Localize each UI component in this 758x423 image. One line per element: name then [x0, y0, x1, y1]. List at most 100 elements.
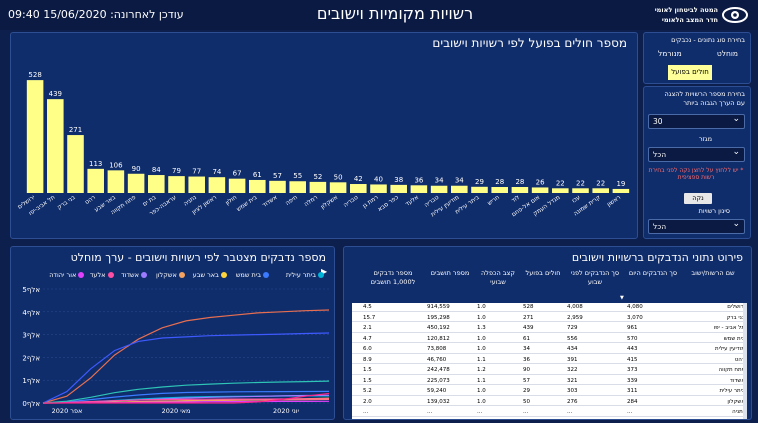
table-row[interactable]: פתח תקווה 373 322 90 1.2 242,478 1.5 — [352, 366, 747, 375]
table-cell: 50 — [523, 398, 530, 405]
y-tick-label: 3אלף — [22, 332, 40, 340]
legend-item[interactable]: בית שמש — [236, 271, 269, 279]
series-line[interactable] — [42, 309, 330, 404]
option-absolute[interactable]: מוחלט — [716, 49, 738, 58]
bar[interactable] — [168, 176, 185, 193]
bar[interactable] — [451, 185, 468, 193]
series-line[interactable] — [42, 380, 330, 404]
col-header-today[interactable]: סך הנדבקים היום — [628, 269, 678, 277]
legend-label: בית שמש — [235, 271, 261, 279]
table-cell: 556 — [567, 335, 578, 342]
bar-value-label: 55 — [293, 172, 302, 180]
col-header-week[interactable]: סך הנדבקים לפני שבוע — [570, 269, 620, 286]
count-dropdown[interactable]: 30 ⌄ — [648, 114, 745, 129]
table-row[interactable]: רהט 415 391 36 1.1 46,760 8.9 — [352, 356, 747, 365]
table-cell: 1.1 — [477, 356, 486, 363]
table-cell: 36 — [523, 356, 530, 363]
series-line[interactable] — [42, 332, 330, 404]
legend-item[interactable]: באר שבע — [193, 271, 227, 279]
option-normalized[interactable]: מנורמל — [658, 49, 682, 58]
bar-value-label: 57 — [273, 172, 282, 180]
legend-item[interactable]: ביתר עילית — [286, 271, 324, 279]
chevron-down-icon: ⌄ — [732, 147, 740, 157]
col-header-per1000[interactable]: מספר נדבקים ל1,000 תושבים — [370, 269, 416, 286]
table-row[interactable]: נתניה.................. — [352, 408, 747, 417]
table-cell: 415 — [627, 356, 638, 363]
bar[interactable] — [350, 184, 367, 193]
series-line[interactable] — [43, 392, 330, 404]
bar[interactable] — [228, 178, 246, 193]
bar[interactable] — [491, 187, 508, 193]
authority-dropdown[interactable]: הכל ⌄ — [648, 219, 745, 234]
bar[interactable] — [87, 168, 104, 193]
bar[interactable] — [531, 187, 549, 193]
legend-dot-icon — [318, 272, 324, 278]
table-row[interactable]: אשקלון 284 276 50 1.0 139,032 2.0 — [352, 398, 747, 407]
bar[interactable] — [67, 135, 84, 193]
table-cell: 34 — [523, 346, 530, 352]
table-scrollbar[interactable] — [743, 303, 747, 419]
table-row[interactable]: בני ברק 3,070 2,959 271 1.0 195,298 15.7 — [352, 314, 747, 323]
bar[interactable] — [572, 188, 589, 193]
bar[interactable] — [511, 187, 529, 193]
col-header-active[interactable]: חולים בפועל — [525, 269, 561, 277]
option-active-patients[interactable]: חולים בפועל — [668, 65, 712, 80]
y-tick-label: 5אלף — [22, 286, 40, 294]
bar[interactable] — [370, 184, 387, 193]
col-header-name[interactable]: שם הרשות/ישוב — [691, 269, 735, 277]
bar[interactable] — [329, 182, 347, 193]
table-cell: 242,478 — [427, 367, 450, 373]
bar[interactable] — [249, 179, 266, 193]
bar[interactable] — [471, 186, 488, 193]
legend-item[interactable]: אלעד — [90, 271, 114, 279]
table-cell: 90 — [523, 367, 530, 373]
table-cell: אשקלון — [727, 398, 745, 405]
series-line[interactable] — [42, 390, 330, 404]
table-cell: 391 — [567, 356, 578, 363]
clear-note: * יש ללחוץ על לחצן נקה לפני בחירת רשות ס… — [648, 167, 744, 181]
data-type-filter-label: בחירת סוג נתונים - נכבקים — [671, 36, 745, 44]
table-cell: 1.0 — [477, 388, 486, 394]
bar[interactable] — [26, 80, 44, 193]
table-row[interactable]: אשדוד 339 321 57 1.1 225,073 1.5 — [352, 377, 747, 386]
play-icon[interactable]: ▶ — [321, 267, 328, 276]
bar[interactable] — [430, 185, 448, 193]
table-cell: 339 — [627, 377, 638, 384]
col-header-rate[interactable]: קצב הכפלה שבועי — [481, 269, 515, 286]
bar[interactable] — [269, 180, 286, 193]
table-row[interactable]: מודיעין עילית 443 434 34 1.0 73,808 6.0 — [352, 345, 747, 354]
bar[interactable] — [309, 181, 327, 193]
legend-dot-icon — [220, 272, 227, 278]
bar-category-label: רמלה — [303, 194, 319, 208]
bar[interactable] — [592, 188, 609, 193]
legend-item[interactable]: אשדוד — [121, 271, 147, 279]
table-row[interactable]: בית שמש 570 556 61 1.0 120,812 4.7 — [352, 335, 747, 344]
legend-item[interactable]: אור יהודה — [49, 271, 85, 279]
bar[interactable] — [107, 170, 125, 193]
bar-category-label: טבריה — [342, 194, 359, 209]
bar[interactable] — [148, 175, 165, 193]
bar-value-label: 28 — [495, 178, 504, 186]
bar[interactable] — [208, 177, 226, 193]
bar[interactable] — [188, 176, 205, 193]
clear-button[interactable]: נקה — [684, 193, 712, 204]
bar[interactable] — [127, 173, 145, 193]
bar[interactable] — [410, 185, 428, 193]
table-cell: 2,959 — [567, 314, 583, 321]
sector-dropdown[interactable]: הכל ⌄ — [648, 147, 745, 162]
bar[interactable] — [289, 181, 306, 193]
table-cell: 29 — [523, 388, 530, 394]
col-header-pop[interactable]: מספר תושבים — [430, 269, 470, 277]
bar[interactable] — [390, 184, 407, 193]
table-row[interactable]: ירושלים 4,080 4,008 528 1.0 914,559 4.5 — [352, 303, 747, 312]
bar[interactable] — [552, 188, 569, 193]
bar[interactable] — [612, 188, 630, 193]
table-cell: 1.0 — [477, 314, 486, 321]
table-row[interactable]: ביתר עילית 311 303 29 1.0 59,240 5.2 — [352, 387, 747, 396]
page-title: רשויות מקומיות וישובים — [316, 4, 474, 23]
bar[interactable] — [47, 99, 64, 193]
chevron-down-icon: ⌄ — [732, 219, 740, 229]
table-row[interactable]: תל אביב - יפו 961 729 439 1.3 450,192 2.1 — [352, 324, 747, 333]
table-cell: ... — [627, 409, 633, 415]
legend-item[interactable]: אשקלון — [156, 271, 185, 279]
